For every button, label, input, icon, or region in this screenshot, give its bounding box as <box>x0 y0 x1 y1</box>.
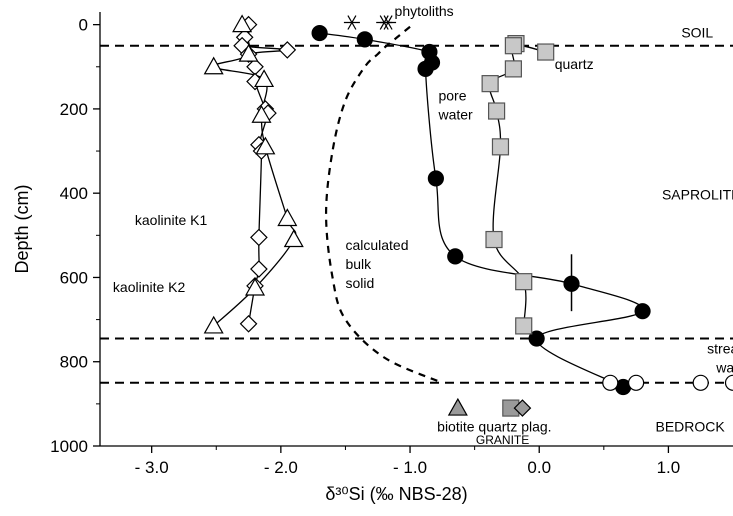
data-point-triangle <box>255 136 276 155</box>
annotation-label: kaolinite K1 <box>135 212 208 228</box>
data-point-square <box>491 138 510 156</box>
data-point-circle <box>528 330 545 347</box>
data-point-circle <box>724 374 733 391</box>
annotation-label: GRANITE <box>476 433 529 447</box>
data-point-diamond <box>239 314 258 333</box>
data-point-square <box>485 230 503 249</box>
zone-label: SOIL <box>681 24 713 40</box>
annotation-label: quartz <box>555 56 594 72</box>
x-tick-label: 1.0 <box>657 458 681 477</box>
x-tick-label: - 3.0 <box>135 458 169 477</box>
data-point-square <box>504 60 522 78</box>
y-tick-label: 600 <box>60 268 88 287</box>
data-point-triangle <box>232 14 253 33</box>
annotation-label: bulk <box>345 256 372 272</box>
y-tick-label: 800 <box>60 353 88 372</box>
zone-label: SAPROLITE <box>662 187 733 203</box>
annotation-label: kaolinite K2 <box>113 279 186 295</box>
series-line <box>488 42 547 326</box>
data-point-square <box>481 75 499 93</box>
data-point-triangle <box>277 208 298 227</box>
plot-area: 0 200 400 600 800 1000 - 3.0 - 2.0 - 1.0 0.0 1.0 δ³… <box>12 3 733 504</box>
data-point-circle <box>417 60 434 77</box>
data-point-circle <box>602 374 619 391</box>
y-tick-label: 400 <box>60 184 88 203</box>
data-point-circle <box>628 374 645 391</box>
data-point-asterisk <box>347 15 357 30</box>
data-point-circle <box>634 303 651 320</box>
data-point-diamond <box>250 228 268 247</box>
granite-point-triangle <box>447 397 468 416</box>
granite-point-diamond <box>513 399 532 417</box>
data-point-triangle <box>251 105 272 123</box>
data-point-square <box>537 43 555 61</box>
x-tick-label: - 2.0 <box>264 458 298 477</box>
data-point-triangle <box>283 229 304 248</box>
data-point-square <box>487 102 506 120</box>
series-line <box>324 25 443 384</box>
data-point-circle <box>427 170 444 187</box>
y-tick-label: 1000 <box>50 437 88 456</box>
y-tick-label: 200 <box>60 100 88 119</box>
annotation-label: water <box>715 359 733 375</box>
zone-label: BEDROCK <box>655 418 725 434</box>
annotation-label: calculated <box>345 237 408 253</box>
x-tick-label: - 1.0 <box>393 458 427 477</box>
data-point-diamond <box>250 260 268 278</box>
annotation-label: water <box>437 106 473 122</box>
y-tick-label: 0 <box>79 16 88 35</box>
data-point-square <box>515 317 533 335</box>
data-point-triangle <box>203 315 224 334</box>
data-point-triangle <box>238 43 259 62</box>
data-point-asterisk <box>383 15 393 30</box>
data-point-circle <box>563 275 580 292</box>
data-point-circle <box>692 374 709 391</box>
data-point-square <box>504 37 522 55</box>
series-line <box>319 32 644 388</box>
data-point-circle <box>356 31 373 48</box>
annotation-label: biotite quartz plag. <box>437 418 551 434</box>
annotation-label: pore <box>438 87 466 103</box>
annotation-label: solid <box>345 275 374 291</box>
x-axis-title: δ³⁰Si (‰ NBS-28) <box>325 484 467 504</box>
x-tick-label: 0.0 <box>527 458 551 477</box>
y-axis-title: Depth (cm) <box>12 184 32 273</box>
data-point-triangle <box>254 69 275 88</box>
data-point-circle <box>447 248 464 265</box>
annotation-label: stream <box>707 340 733 356</box>
data-point-diamond <box>278 41 297 59</box>
data-point-square <box>515 273 533 291</box>
data-point-circle <box>311 24 328 42</box>
data-point-triangle <box>203 56 224 75</box>
annotation-label: phytoliths <box>395 3 454 19</box>
data-point-triangle <box>244 277 266 296</box>
series-line <box>213 24 297 327</box>
